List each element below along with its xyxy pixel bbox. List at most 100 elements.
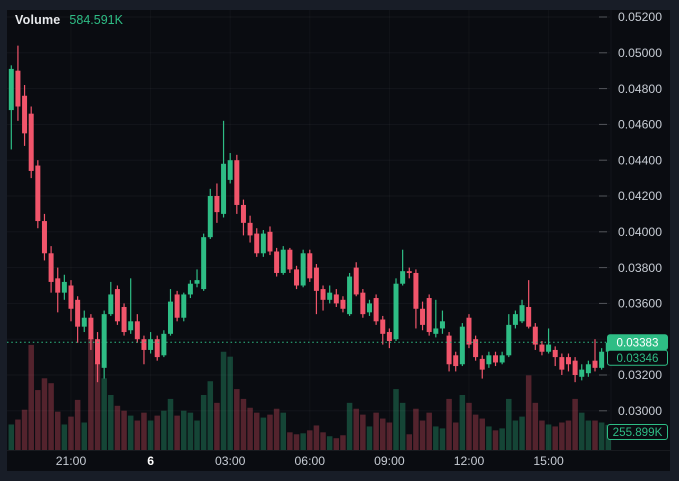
volume-bar [565,420,572,450]
volume-bar [21,409,28,450]
candle-body [81,317,87,327]
candle-body [499,355,505,363]
candle-body [300,253,306,286]
candle-body [221,163,227,214]
volume-bar [486,426,492,450]
volume-bar [479,418,485,450]
candle-body [353,267,359,295]
volume-bar [167,398,174,450]
volume-bar [346,402,353,450]
volume-bar [108,394,114,450]
candle-body [393,283,399,340]
candle-body [95,339,101,365]
candle-body [486,355,492,365]
candle-body [194,280,200,284]
candle-body [141,339,147,350]
volume-bar [552,426,558,450]
candle-body [340,299,346,309]
candle-body [565,357,571,365]
candle-body [280,249,286,273]
candle-body [406,271,412,273]
candle-body [61,281,67,293]
candle-body [526,306,532,327]
svg-text:255.899K: 255.899K [613,426,663,439]
volume-bar [399,402,406,450]
volume-bar [194,420,200,450]
candle-body [506,324,512,356]
volume-bar [313,425,320,450]
time-tick-label-day: 6 [147,454,154,468]
volume-bar [439,428,446,450]
candle-body [512,314,518,325]
volume-bar [8,424,15,450]
time-axis[interactable]: 21:00 6 03:00 06:00 09:00 12:00 15:00 [56,454,564,468]
candle-wick [547,328,550,354]
volume-bar [413,408,419,450]
volume-bar [572,398,578,450]
volume-bar [260,417,267,450]
volume-bar [141,412,147,450]
volume-bar [293,434,300,450]
price-tick-label: 0.05200 [618,10,662,24]
volume-bar [426,412,432,450]
candle-body [161,333,167,356]
price-axis[interactable]: 0.05200 0.05000 0.04800 0.04600 0.04400 0.042… [618,10,662,418]
candle-body [373,298,379,322]
price-tick-label: 0.03800 [618,261,662,275]
time-tick-label: 15:00 [533,454,564,468]
candle-body [134,321,140,340]
volume-indicator-legend[interactable]: Volume 584.591K [15,13,123,27]
volume-bar [61,424,68,450]
candle-body [572,360,578,375]
volume-bar [94,362,101,450]
volume-bar [506,398,512,450]
secondary-price-badge: 0.03346 [607,349,668,366]
candle-body [121,306,127,333]
volume-bar [287,432,293,450]
volume-bar [326,436,333,450]
candle-body [479,358,485,370]
svg-text:0.03346: 0.03346 [617,352,659,365]
volume-bar [54,411,61,450]
volume-bar [267,414,273,450]
candle-body [307,253,313,279]
volume-bar [247,407,253,450]
candle-body [599,351,605,368]
volume-bar [234,389,240,450]
price-volume-chart[interactable]: 0.05200 0.05000 0.04800 0.04600 0.04400 0.042… [7,10,670,471]
volume-bar [353,408,359,450]
candle-body [519,305,525,322]
candle-wick [130,278,132,334]
volume-bar [300,433,306,450]
candle-body [247,222,253,236]
candle-body [75,299,81,327]
candle-body [546,344,552,352]
candle-body [68,285,74,309]
volume-bar [214,402,220,450]
price-tick-label: 0.03000 [618,404,662,418]
price-tick-label: 0.04200 [618,189,662,203]
volume-bar [532,402,539,450]
candle-body [453,355,459,367]
candle-body [234,160,240,205]
volume-bar [592,420,598,450]
volume-bar [499,428,505,450]
volume-bar [174,415,180,450]
volume-bar [147,420,154,450]
volume-bar [101,378,107,450]
candle-body [333,294,339,304]
candlestick-chart-panel[interactable]: Volume 584.591K 0.05200 0.05000 0.04800 0.0… [7,10,670,471]
vertical-gridlines [70,10,549,450]
candle-body [413,272,419,309]
time-tick-label: 12:00 [454,454,485,468]
candle-body [28,113,34,171]
volume-bar [472,414,479,450]
candle-body [101,314,107,368]
candle-body [313,267,319,291]
volume-legend-label: Volume [15,13,61,27]
volume-bar [127,415,134,450]
candle-body [287,249,293,270]
candle-body [294,269,300,286]
candle-body [187,283,193,295]
